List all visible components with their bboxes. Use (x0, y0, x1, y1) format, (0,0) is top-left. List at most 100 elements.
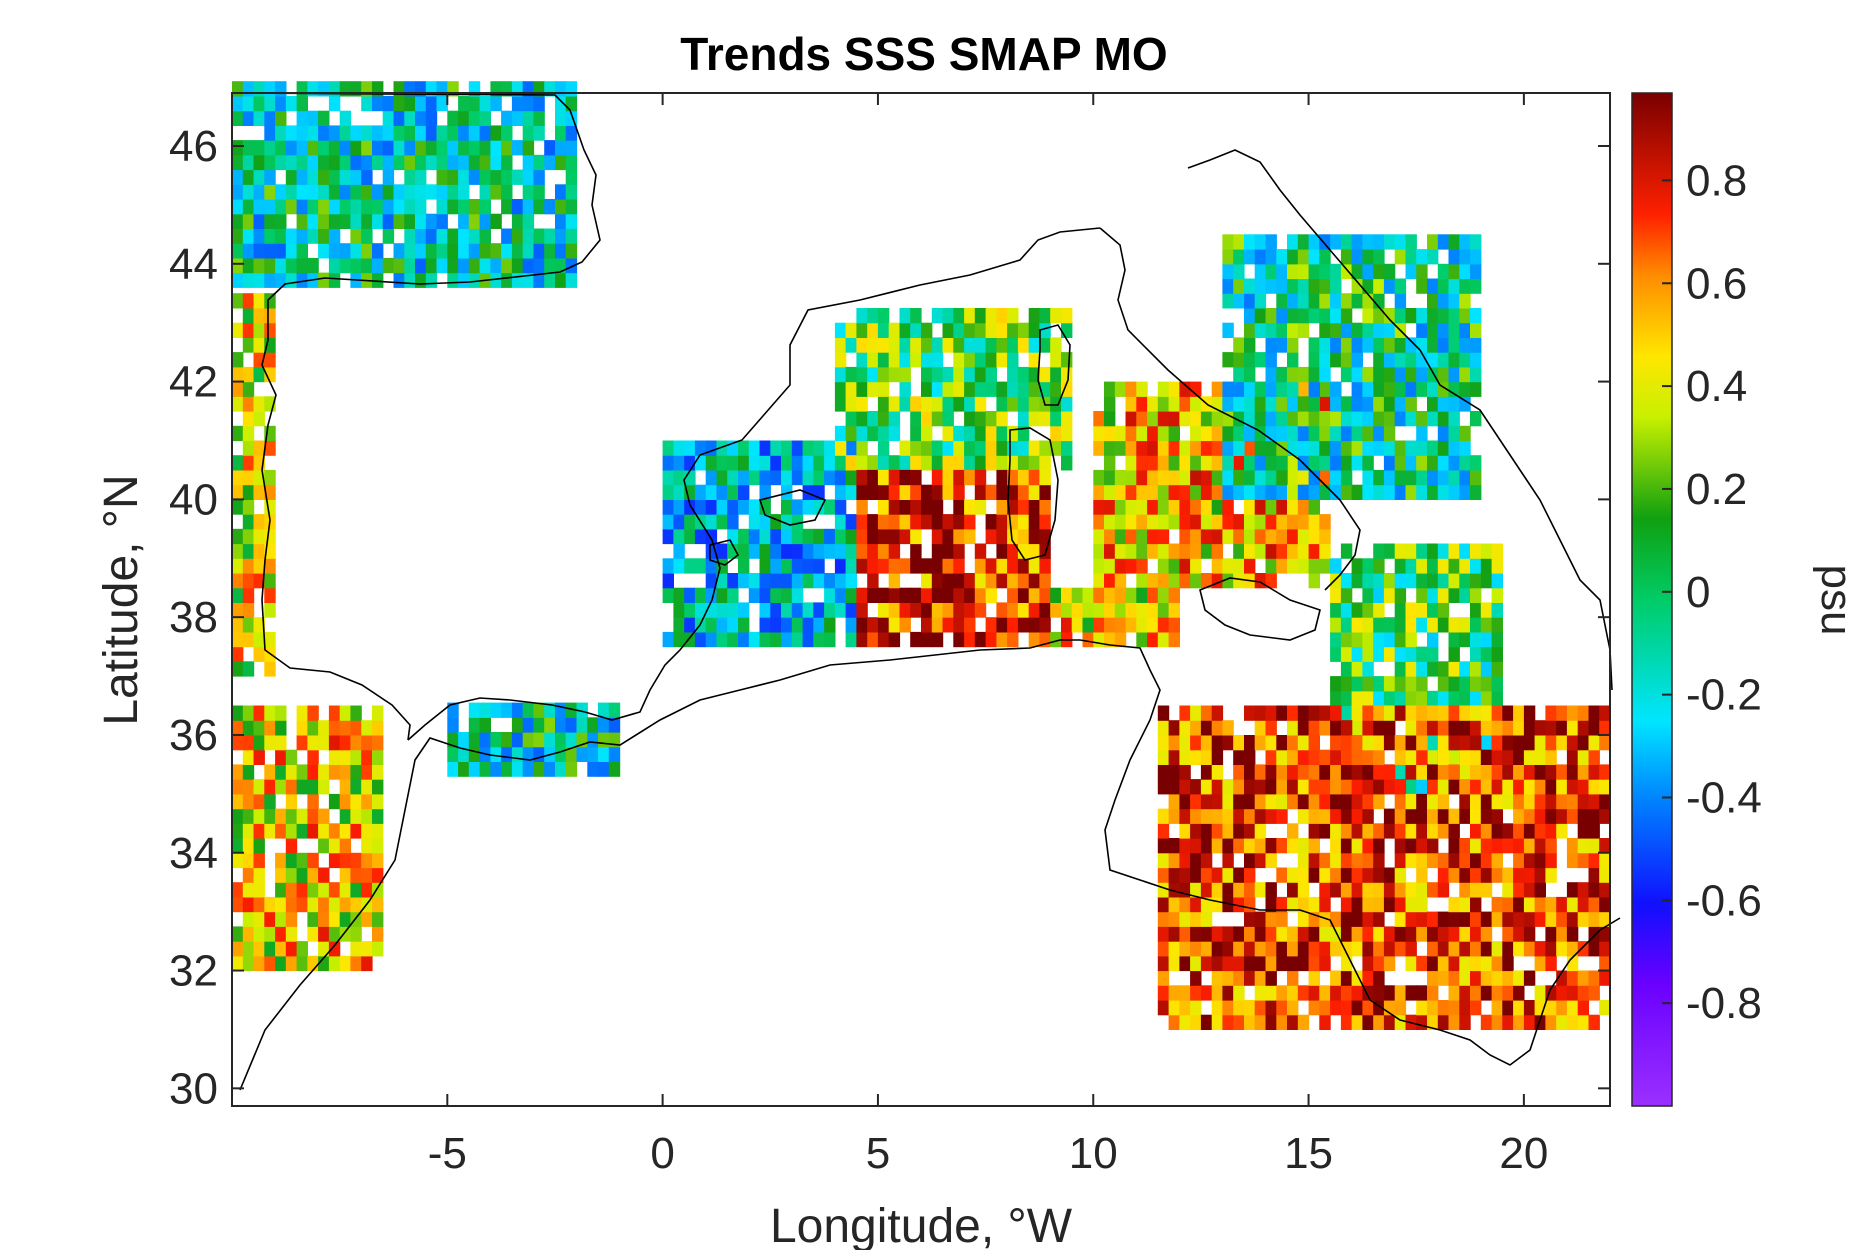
trend-cell (1416, 440, 1428, 456)
trend-cell (673, 514, 685, 530)
trend-cell (1502, 882, 1514, 898)
trend-cell (684, 484, 696, 500)
trend-cell (1405, 690, 1417, 707)
trend-cell (1319, 322, 1331, 338)
trend-cell (1470, 970, 1482, 986)
trend-cell (1416, 322, 1428, 338)
trend-cell (1566, 793, 1579, 810)
trend-cell (253, 735, 265, 751)
trend-cell (1125, 381, 1137, 397)
trend-cell (1459, 631, 1471, 648)
trend-cell (1244, 514, 1256, 530)
trend-cell (1287, 469, 1299, 486)
trend-cell (1082, 587, 1094, 603)
trend-cell (1168, 955, 1180, 972)
trend-cell (522, 110, 535, 126)
trend-cell (1534, 1000, 1546, 1016)
trend-cell (1383, 779, 1396, 795)
trend-cell (996, 499, 1008, 515)
trend-cell (242, 154, 255, 171)
trend-cell (1373, 278, 1385, 294)
trend-cell (242, 95, 255, 112)
trend-cell (1416, 823, 1428, 839)
trend-cell (339, 764, 352, 780)
trend-cell (1448, 867, 1460, 883)
trend-cell (393, 154, 405, 171)
trend-cell (275, 926, 287, 942)
trend-cell (447, 125, 459, 141)
trend-cell (1276, 440, 1288, 456)
map-title: Trends SSS SMAP MO (680, 28, 1167, 80)
trend-cell (1254, 308, 1267, 324)
trend-cell (1362, 985, 1374, 1001)
trend-cell (307, 911, 319, 927)
trend-cell (824, 469, 836, 486)
trend-cell (544, 243, 556, 259)
trend-cell (1383, 337, 1396, 353)
trend-cell (1061, 322, 1073, 338)
trend-cell (1222, 852, 1234, 869)
trend-cell (781, 528, 793, 545)
trend-cell (974, 484, 987, 500)
trend-cell (1351, 646, 1363, 662)
trend-cell (1330, 308, 1342, 324)
trend-cell (964, 396, 976, 412)
trend-cell (415, 125, 427, 141)
trend-cell (673, 528, 685, 545)
trend-cell (1136, 396, 1148, 412)
trend-cell (555, 717, 567, 733)
trend-cell (964, 322, 976, 338)
trend-cell (1566, 955, 1579, 972)
trend-cell (985, 573, 997, 589)
trend-cell (1276, 543, 1288, 559)
trend-cell (350, 793, 362, 810)
trend-cell (1200, 514, 1213, 530)
trend-cell (447, 746, 459, 762)
trend-cell (1179, 396, 1191, 412)
trend-cell (953, 558, 965, 574)
trend-cell (1448, 543, 1460, 559)
trend-cell (1287, 263, 1299, 280)
trend-cell (350, 941, 362, 957)
trend-cell (662, 484, 674, 500)
trend-cell (1265, 278, 1277, 294)
trend-cell (824, 543, 836, 559)
trend-cell (232, 779, 244, 795)
trend-cell (770, 631, 782, 648)
trend-cell (1362, 278, 1374, 294)
trend-cell (1125, 514, 1137, 530)
trend-cell (1351, 705, 1363, 721)
trend-cell (361, 154, 373, 171)
trend-cell (339, 882, 352, 898)
trend-cell (888, 514, 901, 530)
trend-cell (1125, 587, 1137, 603)
trend-cell (1416, 484, 1428, 500)
trend-cell (1545, 764, 1557, 780)
trend-cell (1362, 1014, 1374, 1030)
trend-cell (1297, 735, 1310, 751)
trend-cell (447, 243, 459, 259)
trend-cell (1276, 337, 1288, 353)
trend-cell (1330, 587, 1342, 603)
trend-cell (1039, 337, 1051, 353)
trend-cell (964, 617, 976, 633)
trend-cell (242, 896, 255, 913)
trend-cell (1297, 558, 1310, 574)
trend-cell (1340, 690, 1353, 707)
trend-cell (727, 469, 739, 486)
trend-cell (1470, 1000, 1482, 1016)
trend-cell (921, 455, 933, 471)
trend-cell (1534, 867, 1546, 883)
trend-cell (1383, 1000, 1396, 1016)
trend-cell (1545, 896, 1557, 913)
trend-cell (899, 484, 911, 500)
trend-cell (1265, 985, 1277, 1001)
coast-iberia-north (231, 92, 601, 741)
trend-cell (253, 469, 265, 486)
trend-cell (372, 257, 384, 274)
trend-cell (1017, 396, 1030, 412)
trend-cell (1222, 440, 1234, 456)
trend-cell (232, 543, 244, 559)
trend-cell (694, 440, 707, 456)
trend-cell (1233, 484, 1245, 500)
